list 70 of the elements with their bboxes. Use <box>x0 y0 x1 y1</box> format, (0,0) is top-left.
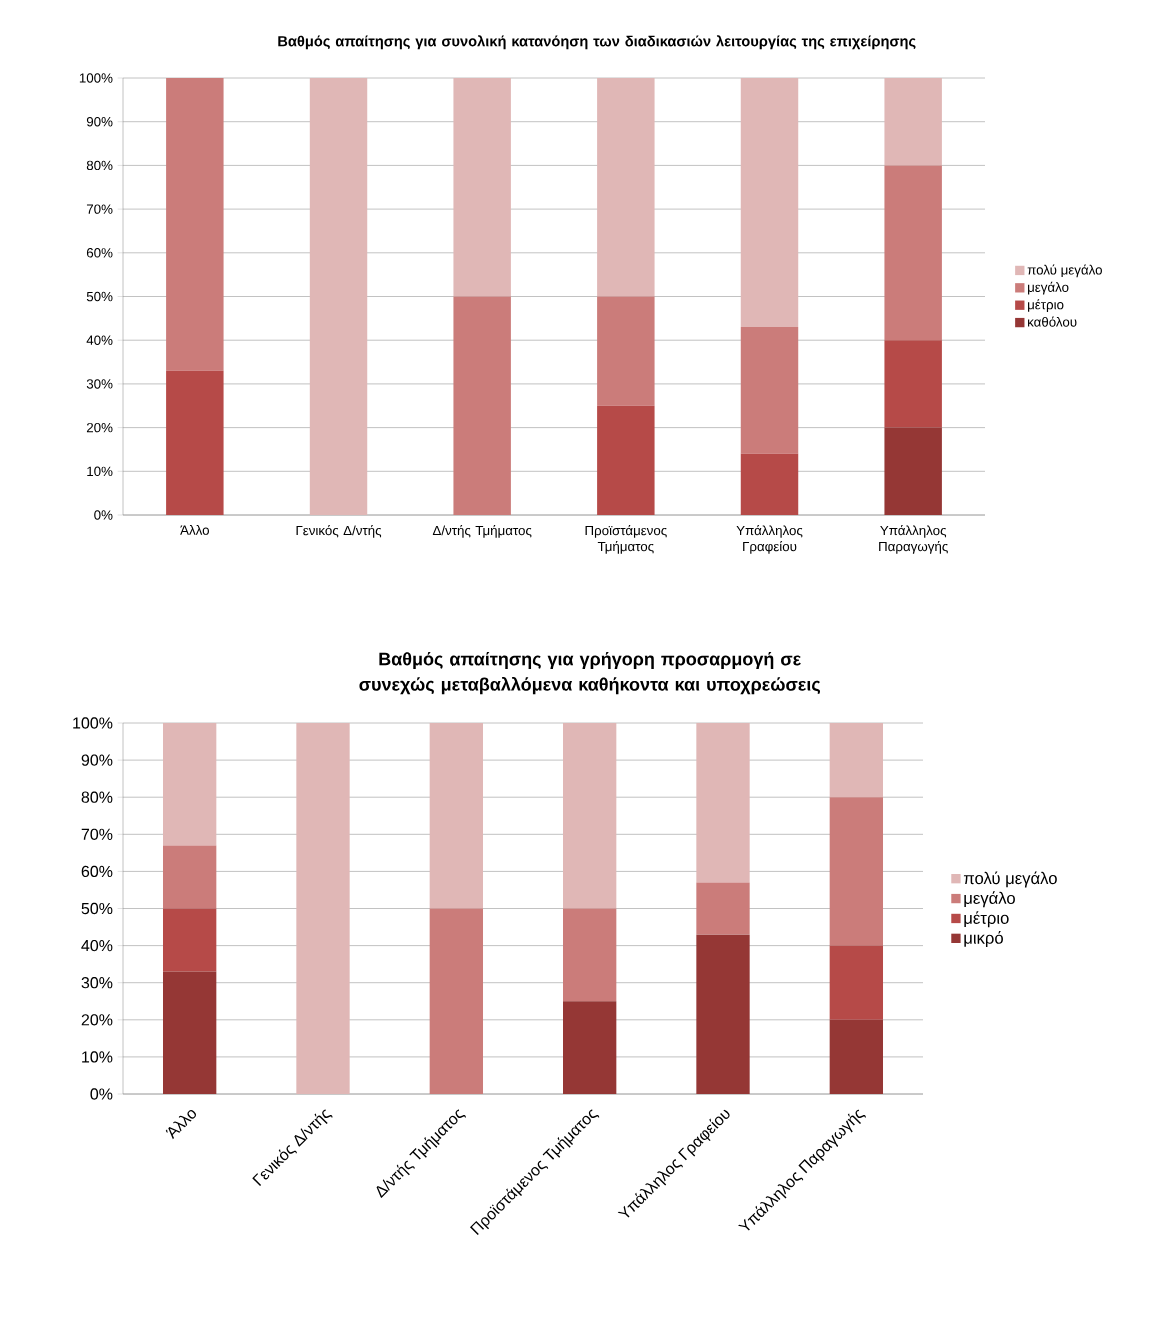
x-tick-label: Δ/ντής Τμήματος <box>432 525 532 538</box>
bar <box>563 908 617 1002</box>
bar <box>429 723 484 909</box>
legend-label: μέτριο <box>1028 299 1064 312</box>
legend-label: πολύ μεγάλο <box>1027 264 1102 278</box>
bar <box>597 296 655 406</box>
bar <box>163 723 217 846</box>
y-tick-label: 80% <box>86 160 113 171</box>
bar <box>884 165 942 341</box>
legend-label: πολύ μεγάλο <box>963 871 1057 888</box>
y-tick-label: 60% <box>86 248 113 258</box>
chart-title: Βαθμός απαίτησης για γρήγορη προσαρμογή σε συνεχώς μεταβαλλόμενα καθήκοντα και υποχρεώσεις <box>359 651 821 695</box>
x-tick-label: Υπάλληλος Γραφείου <box>736 525 803 554</box>
y-tick-label: 20% <box>81 1014 113 1026</box>
y-tick-label: 30% <box>86 379 113 389</box>
y-tick-label: 100% <box>79 73 113 83</box>
x-tick-label: Γενικός Δ/ντής <box>296 525 382 538</box>
y-tick-label: 90% <box>81 754 113 766</box>
y-tick-label: 0% <box>90 1088 113 1100</box>
y-tick-label: 10% <box>87 466 113 477</box>
bar <box>453 78 511 297</box>
bar <box>740 453 799 516</box>
legend-label: μέτριο <box>964 911 1009 928</box>
y-tick-label: 60% <box>81 865 113 878</box>
y-tick-label: 30% <box>81 977 113 989</box>
bar <box>884 427 942 516</box>
y-tick-label: 20% <box>86 422 113 433</box>
bar <box>163 845 217 909</box>
x-tick-label: Υπάλληλος Παραγωγής <box>879 525 948 554</box>
bar <box>829 945 884 1020</box>
legend-label: μικρό <box>964 931 1003 948</box>
bar <box>429 908 484 1095</box>
x-tick-label: Άλλο <box>180 525 209 535</box>
bar <box>453 296 511 516</box>
bar <box>597 78 655 297</box>
bar <box>884 78 942 166</box>
bar <box>829 797 884 946</box>
x-tick-label: Προϊστάμενος Τμήματος <box>585 525 667 554</box>
bar <box>829 723 884 798</box>
y-tick-label: 10% <box>82 1051 113 1063</box>
bar <box>740 327 799 454</box>
y-tick-label: 70% <box>81 828 113 840</box>
y-tick-label: 0% <box>94 510 113 520</box>
y-tick-label: 100% <box>73 717 113 729</box>
bar <box>309 78 368 516</box>
y-tick-label: 50% <box>81 902 113 915</box>
y-tick-label: 40% <box>86 335 113 345</box>
bar <box>296 723 350 1095</box>
bar <box>696 934 750 1095</box>
y-tick-label: 40% <box>81 939 113 952</box>
bar <box>696 723 750 883</box>
legend-label: μεγάλο <box>1028 281 1069 295</box>
y-tick-label: 50% <box>86 291 113 302</box>
bar <box>597 405 655 516</box>
y-tick-label: 90% <box>86 116 113 127</box>
bar <box>740 78 799 328</box>
bar <box>563 1001 617 1095</box>
bar <box>884 340 942 428</box>
y-tick-label: 80% <box>81 791 113 803</box>
legend-label: καθόλου <box>1028 316 1077 327</box>
chart-title: Βαθμός απαίτησης για συνολική κατανόηση των διαδικασιών λειτουργίας της επιχείρησης <box>278 35 916 50</box>
legend-label: μεγάλο <box>964 891 1015 908</box>
bar <box>163 971 217 1095</box>
bar <box>163 908 217 972</box>
y-tick-label: 70% <box>86 204 113 214</box>
bar <box>166 78 224 371</box>
bar <box>829 1019 884 1095</box>
bar <box>166 370 224 516</box>
bar <box>563 723 617 909</box>
bar <box>696 882 750 935</box>
